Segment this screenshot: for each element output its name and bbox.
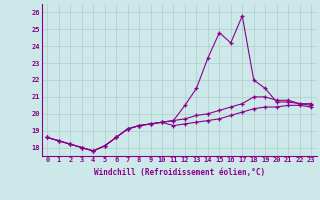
X-axis label: Windchill (Refroidissement éolien,°C): Windchill (Refroidissement éolien,°C) <box>94 168 265 177</box>
